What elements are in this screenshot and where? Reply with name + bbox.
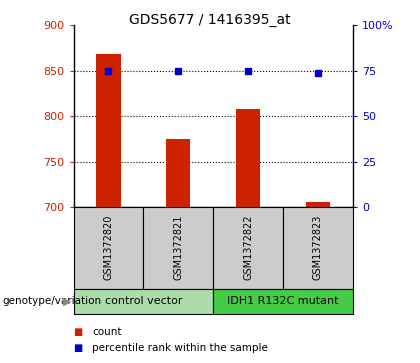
Bar (166, 139, 190, 207)
Text: percentile rank within the sample: percentile rank within the sample (92, 343, 268, 354)
Bar (283, 207, 353, 289)
Text: ■: ■ (74, 343, 83, 354)
Bar (213, 207, 283, 289)
Text: genotype/variation: genotype/variation (2, 296, 101, 306)
Text: GSM1372823: GSM1372823 (313, 215, 323, 281)
Bar (143, 207, 213, 289)
Text: ▶: ▶ (63, 296, 71, 306)
Text: GSM1372821: GSM1372821 (173, 215, 183, 281)
Bar (306, 202, 330, 207)
Text: count: count (92, 327, 122, 337)
Bar (213, 289, 353, 314)
Text: control vector: control vector (105, 296, 182, 306)
Bar (236, 109, 260, 207)
Text: GSM1372822: GSM1372822 (243, 215, 253, 281)
Text: GDS5677 / 1416395_at: GDS5677 / 1416395_at (129, 13, 291, 27)
Bar (74, 207, 143, 289)
Bar (74, 289, 213, 314)
Text: ■: ■ (74, 327, 83, 337)
Bar (96, 54, 121, 207)
Text: GSM1372820: GSM1372820 (103, 215, 113, 281)
Text: IDH1 R132C mutant: IDH1 R132C mutant (227, 296, 339, 306)
